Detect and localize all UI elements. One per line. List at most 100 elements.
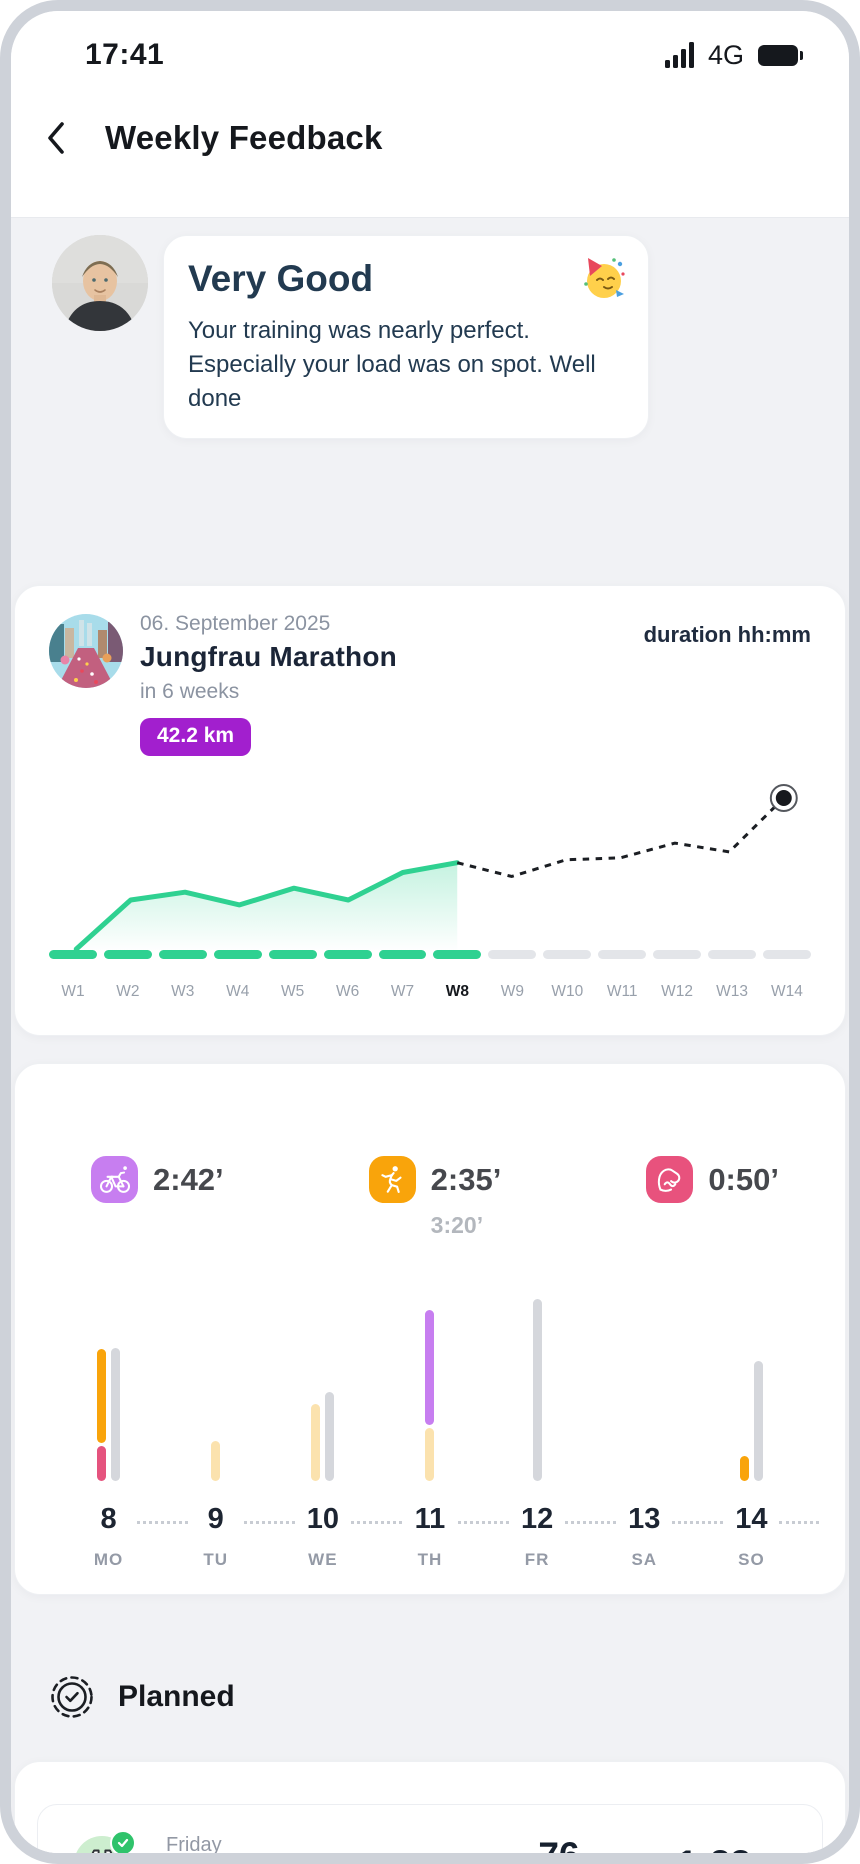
planned-section-header: Planned: [50, 1675, 849, 1719]
week-label-W12: W12: [661, 983, 694, 1001]
check-icon: [117, 1839, 129, 1848]
week-label-W11: W11: [606, 983, 638, 1001]
weekday-label-FR: FR: [524, 1550, 550, 1570]
signal-strength-icon: [664, 42, 694, 68]
bike-activity: 2:42’: [91, 1156, 224, 1204]
dotted-separator: [565, 1521, 617, 1525]
week-dash-W7: [378, 950, 427, 960]
week-dash-W9: [488, 950, 537, 960]
week-dash-W3: [158, 950, 207, 960]
race-distance-badge: 42.2 km: [140, 718, 252, 757]
weekday-label-TH: TH: [417, 1550, 443, 1570]
week-label-W4: W4: [226, 983, 250, 1001]
weekday-label-WE: WE: [308, 1550, 338, 1570]
coach-feedback-row: Very Good Your training was nearly perfe…: [11, 218, 849, 440]
completed-weeks-line: [73, 860, 460, 952]
workout-duration: 1:23 hs: [677, 1843, 776, 1864]
workout-completion-value: 76: [538, 1834, 580, 1864]
day-column-TH: [376, 1299, 483, 1482]
race-goal-marker: [775, 790, 792, 807]
completed-bar-segment: [311, 1404, 321, 1482]
race-date: 06. September 2025: [140, 612, 331, 636]
race-countdown: in 6 weeks: [140, 680, 240, 704]
page-title: Weekly Feedback: [105, 119, 383, 156]
back-button[interactable]: [39, 121, 73, 155]
workout-duration-unit: hs: [755, 1860, 776, 1864]
week-dash-W8: [433, 950, 482, 960]
week-dash-W5: [268, 950, 317, 960]
running-vest-icon: [91, 1849, 113, 1853]
feedback-bubble-card: Very Good Your training was nearly perfe…: [163, 235, 649, 440]
day-column-MO: [55, 1299, 162, 1482]
day-bars-chart: [15, 1299, 845, 1482]
muscle-icon: [657, 1168, 681, 1192]
battery-icon: [758, 44, 803, 66]
workout-day-label: Friday: [166, 1834, 222, 1857]
weekday-label-MO: MO: [93, 1550, 124, 1570]
planned-bar: [753, 1361, 763, 1482]
workout-completion-unit: %: [583, 1851, 600, 1864]
run-activity: 2:35’ 3:20’: [368, 1156, 501, 1238]
day-number: 13: [628, 1503, 661, 1536]
day-number-cell-14: 14: [698, 1503, 820, 1536]
day-column-WE: [269, 1299, 376, 1482]
week-label-W9: W9: [500, 983, 524, 1001]
week-progress-row: [49, 950, 811, 960]
completed-bar-segment: [97, 1446, 107, 1482]
chevron-left-icon: [48, 122, 64, 154]
completed-bar-stack: [211, 1299, 221, 1482]
week-label-W2: W2: [116, 983, 140, 1001]
bike-activity-icon: [91, 1156, 138, 1204]
planned-bar: [325, 1392, 335, 1482]
weekday-label-row: MO TU WE TH FR SA SO: [15, 1550, 845, 1570]
week-dash-W6: [323, 950, 372, 960]
run-planned-duration: 3:20’: [430, 1212, 484, 1239]
feedback-rating-title: Very Good: [188, 258, 374, 299]
week-dash-W13: [708, 950, 756, 960]
race-thumbnail-image: [49, 614, 123, 689]
workout-completion: 76%: [525, 1834, 613, 1864]
workout-vest-icon: [74, 1830, 136, 1853]
day-number-cell-11: 11: [376, 1503, 510, 1536]
status-bar: 17:41 4G: [11, 11, 849, 75]
dotted-separator: [243, 1521, 295, 1525]
coach-avatar: [52, 235, 148, 331]
completed-bar-stack: [425, 1299, 435, 1482]
planned-weeks-dotted-line: [456, 797, 785, 879]
runner-icon: [381, 1165, 402, 1193]
page-header: Weekly Feedback: [11, 75, 849, 217]
completed-bar-stack: [739, 1299, 749, 1482]
workout-complete-check-badge: [110, 1830, 136, 1853]
status-icons: 4G: [664, 40, 803, 71]
day-number: 14: [735, 1503, 768, 1536]
feedback-message: Your training was nearly perfect. Especi…: [188, 317, 596, 413]
week-chart-svg: [73, 784, 798, 953]
day-number: 12: [521, 1503, 554, 1536]
week-label-W8: W8: [445, 983, 470, 1001]
workout-item-long-jog[interactable]: Friday LONG JOG 76% 1:23 hs: [37, 1804, 823, 1864]
completed-bar-segment: [425, 1310, 435, 1426]
day-number: 11: [414, 1503, 446, 1536]
planned-bar: [111, 1348, 121, 1482]
week-dash-W14: [762, 950, 811, 960]
clock-time: 17:41: [85, 38, 165, 71]
completed-bar-segment: [425, 1428, 435, 1482]
week-label-W5: W5: [281, 983, 305, 1001]
day-number: 8: [100, 1503, 117, 1536]
week-label-W10: W10: [551, 983, 584, 1001]
dotted-separator: [672, 1521, 724, 1525]
week-label-W13: W13: [716, 983, 748, 1001]
race-card[interactable]: 06. September 2025 Jungfrau Marathon in …: [14, 585, 846, 1037]
completed-bar-segment: [211, 1441, 221, 1482]
week-dash-W2: [103, 950, 152, 960]
week-label-W7: W7: [390, 983, 415, 1001]
dotted-separator: [457, 1521, 510, 1525]
planned-bar: [532, 1299, 542, 1482]
weekday-label-TU: TU: [203, 1550, 229, 1570]
top-bar-area: 17:41 4G Weekly Feedback: [11, 11, 849, 218]
race-thumbnail: [49, 614, 123, 689]
strength-activity: 0:50’: [646, 1156, 779, 1204]
chart-axis-label: duration hh:mm: [643, 622, 811, 648]
day-number-cell-12: 12: [484, 1503, 617, 1536]
